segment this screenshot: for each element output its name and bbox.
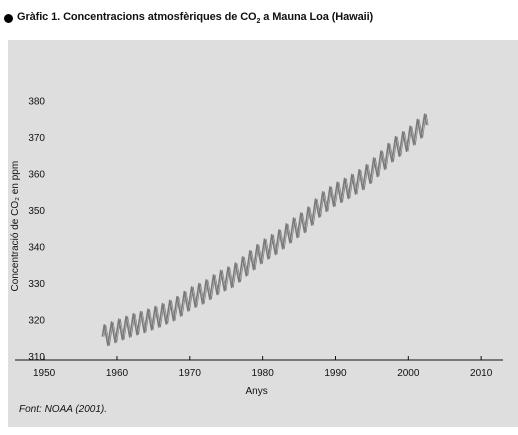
chart-header: Gràfic 1. Concentracions atmosfèriques d…: [4, 8, 373, 28]
x-tick-label: 1980: [252, 368, 275, 379]
chart-title: Gràfic 1. Concentracions atmosfèriques d…: [17, 11, 373, 25]
title-text: Gràfic 1. Concentracions atmosfèriques d…: [17, 10, 257, 23]
x-tick-label: 2000: [397, 368, 420, 379]
y-tick-label: 320: [28, 315, 45, 326]
y-tick-label: 360: [28, 169, 45, 180]
y-tick-label: 310: [28, 352, 45, 363]
y-tick-label: 340: [28, 242, 45, 253]
co2-series: [101, 113, 429, 347]
co2-line: [101, 113, 428, 347]
y-axis-label: Concentració de CO₂ en ppm: [10, 161, 21, 292]
chart-panel: [8, 40, 518, 427]
y-tick-label: 350: [28, 206, 45, 217]
x-tick-label: 1960: [106, 368, 129, 379]
title-subscript: 2: [256, 18, 261, 26]
y-tick-label: 370: [28, 133, 45, 144]
x-tick-label: 2010: [470, 368, 493, 379]
title-suffix: a Mauna Loa (Hawaii): [260, 10, 374, 23]
y-axis: 310 320 330 340 350 360 370 380: [28, 96, 45, 363]
y-tick-label: 380: [28, 96, 45, 107]
x-tick-label: 1950: [33, 368, 56, 379]
x-tick-label: 1990: [324, 368, 347, 379]
x-axis: 1950 1960 1970 1980 1990 2000 2010: [33, 356, 493, 379]
y-tick-label: 330: [28, 279, 45, 290]
x-axis-label: Anys: [246, 386, 268, 397]
x-tick-label: 1970: [179, 368, 202, 379]
bullet-icon: [4, 13, 13, 23]
co2-line-shadow: [103, 113, 429, 346]
source-note: Font: NOAA (2001).: [19, 404, 107, 415]
